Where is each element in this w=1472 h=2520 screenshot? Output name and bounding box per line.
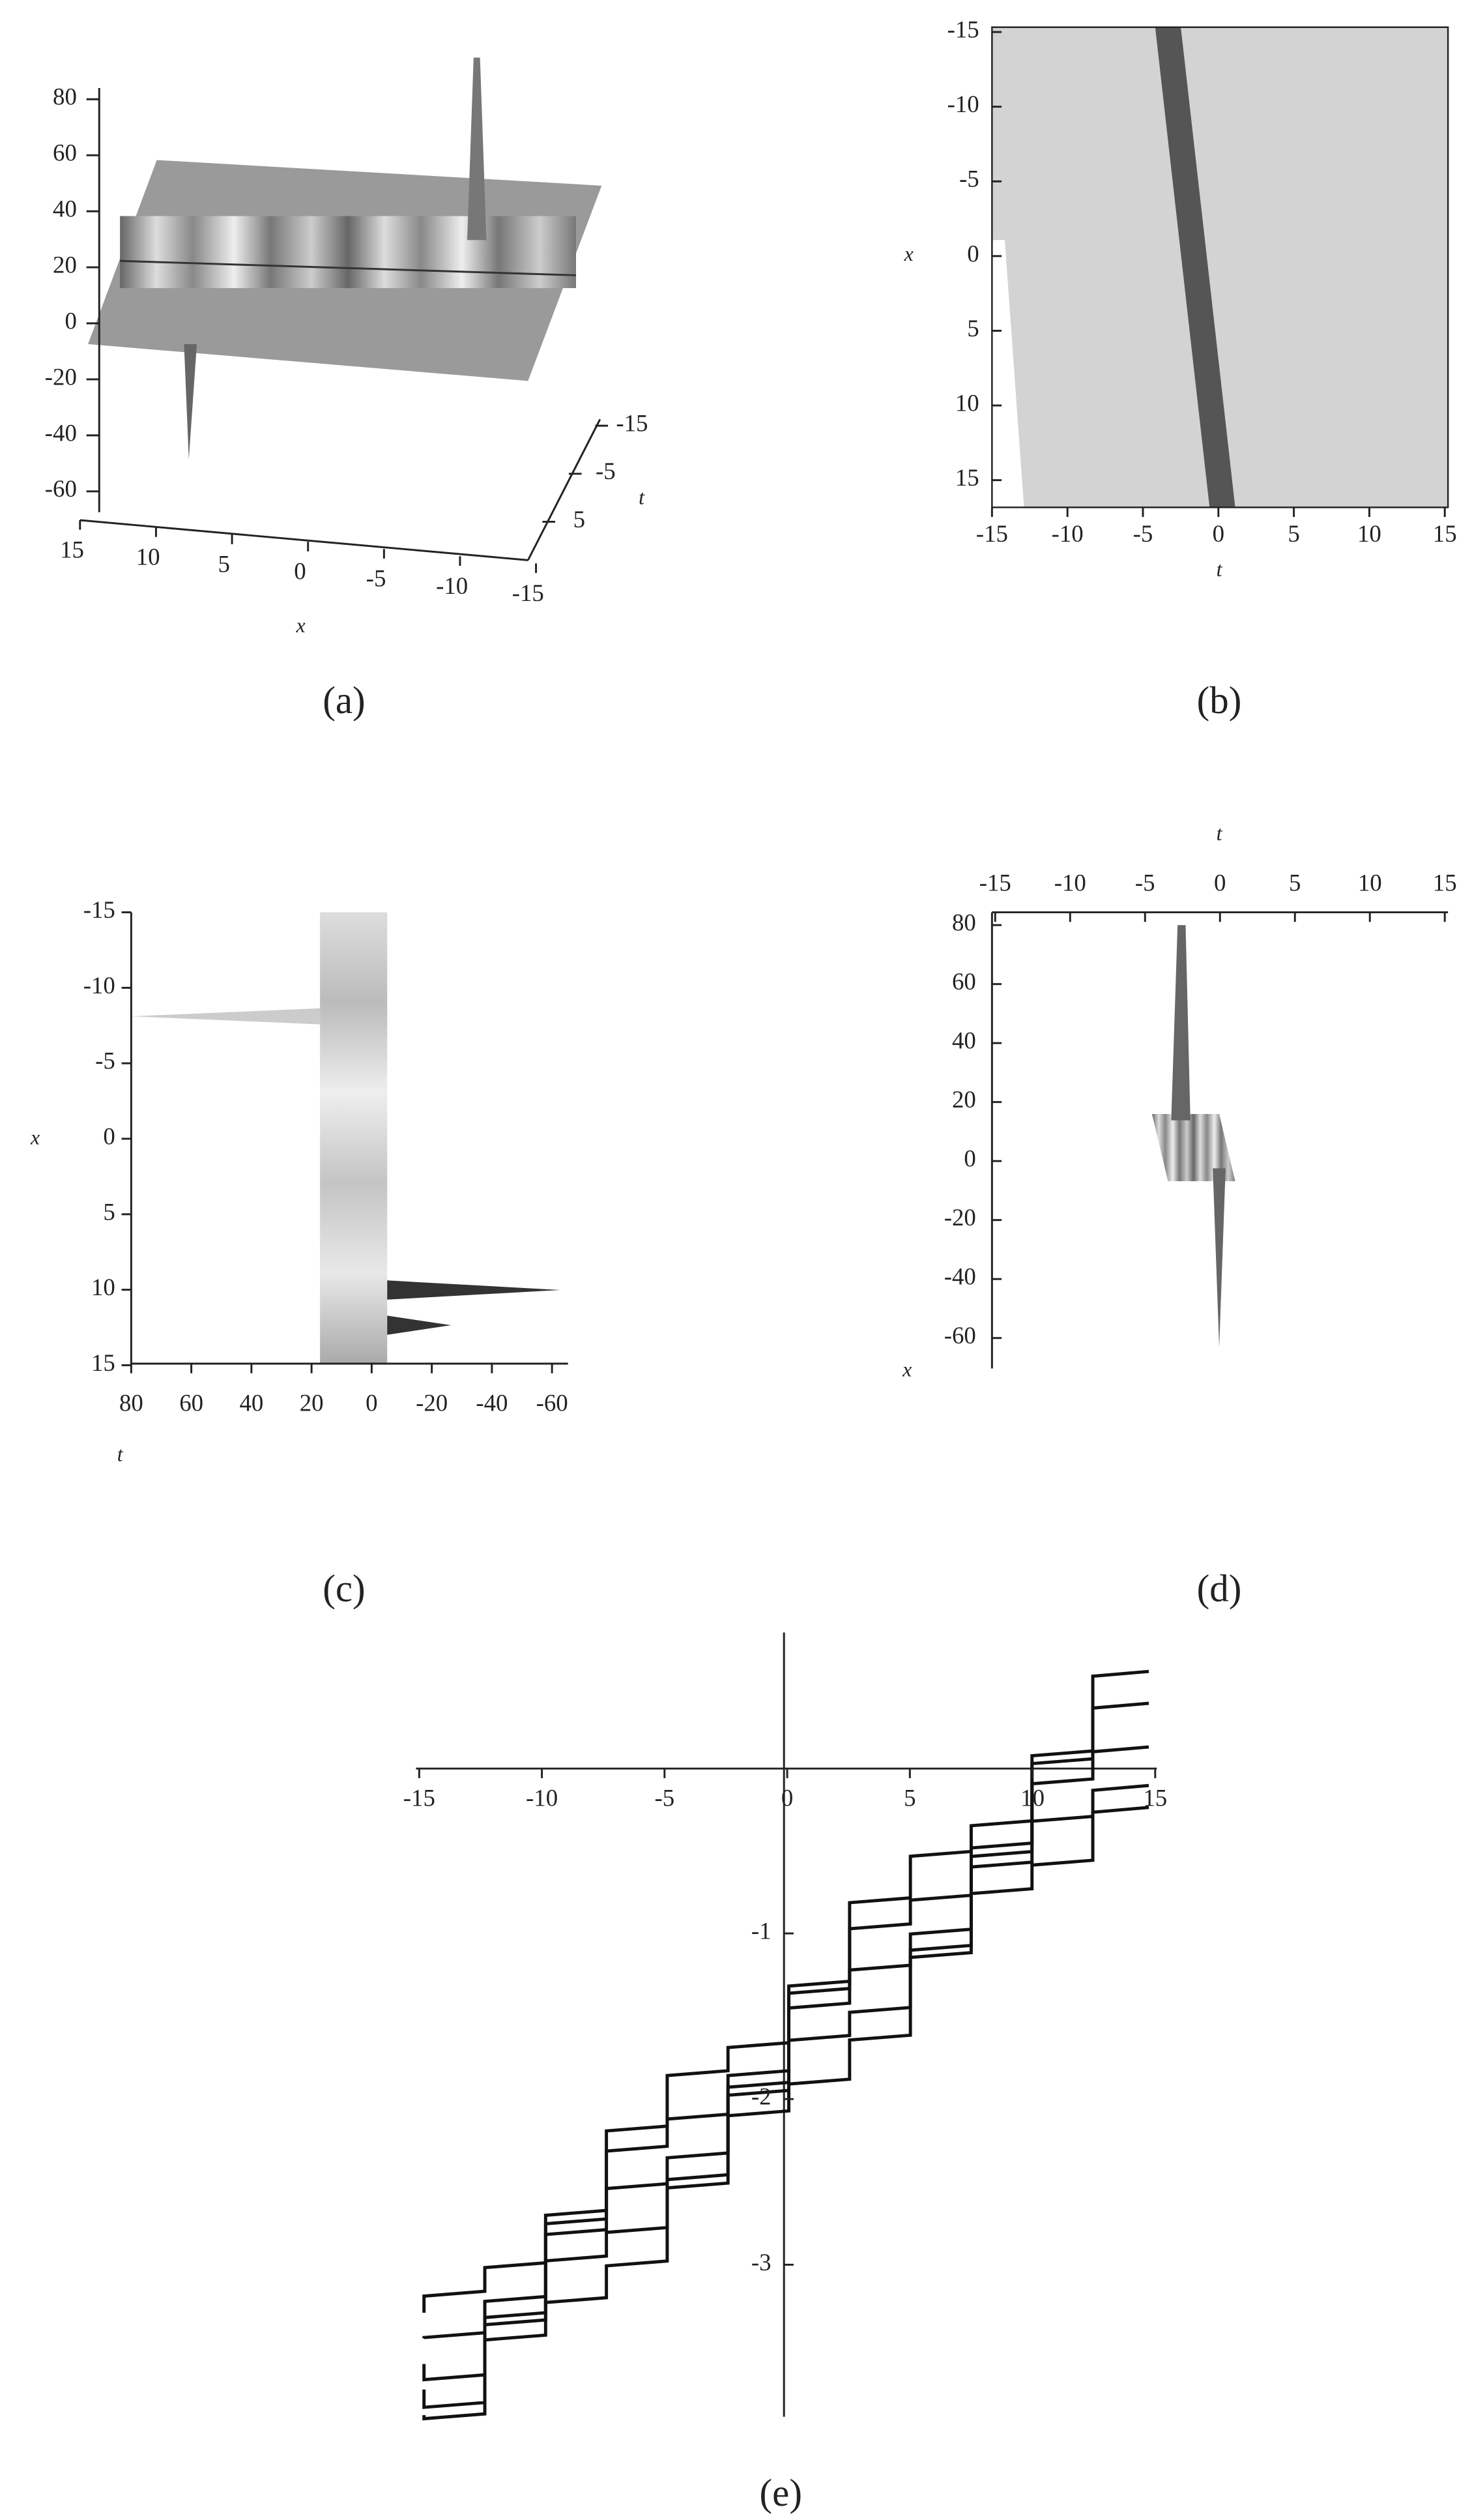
tick-label: 15	[955, 464, 979, 491]
tick-label: -60	[536, 1389, 568, 1416]
tick-label: -2	[751, 2083, 772, 2110]
axis-label: x	[902, 1358, 912, 1381]
tick-label: -60	[45, 475, 77, 502]
tick-label: -5	[1135, 869, 1155, 896]
tick-label: 0	[65, 307, 76, 334]
axis-label: x	[30, 1126, 40, 1149]
tick-label: -3	[751, 2249, 772, 2276]
tick-label: 20	[53, 252, 77, 278]
tick-label: 0	[294, 558, 306, 585]
tick-label: 5	[1288, 520, 1299, 547]
caption: (e)	[760, 2471, 802, 2514]
tick-label: -5	[95, 1048, 115, 1074]
tick-label: 0	[967, 240, 979, 267]
tick-label: 15	[1433, 869, 1457, 896]
axis-label: x	[904, 242, 914, 265]
tick-label: 0	[781, 1785, 793, 1811]
tick-label: 0	[1213, 520, 1224, 547]
tick-label: -10	[1052, 520, 1084, 547]
caption: (c)	[323, 1567, 365, 1610]
tick-label: 0	[103, 1122, 115, 1149]
tick-label: -10	[83, 972, 115, 999]
surface-c	[131, 912, 560, 1364]
tick-label: -20	[45, 363, 77, 390]
caption: (a)	[323, 679, 365, 722]
tick-label: 10	[136, 544, 160, 570]
tick-label: -15	[403, 1785, 435, 1811]
axis-label: t	[639, 486, 645, 508]
density-b	[991, 26, 1449, 508]
tick-label: 80	[119, 1389, 143, 1416]
tick-label: 60	[952, 968, 976, 995]
tick-label: -10	[526, 1785, 558, 1811]
tick-label: -5	[596, 458, 616, 484]
tick-label: 5	[904, 1785, 916, 1811]
surface-a	[88, 57, 602, 460]
tick-label: 60	[179, 1389, 203, 1416]
tick-label: 5	[1289, 869, 1301, 896]
tick-label: 80	[952, 909, 976, 936]
tick-label: 5	[218, 551, 230, 578]
axis	[79, 519, 528, 561]
tick-label: 10	[1358, 869, 1382, 896]
tick-label: 15	[1143, 1785, 1167, 1811]
surface-d	[1151, 925, 1235, 1348]
tick-label: 80	[53, 83, 77, 110]
tick-label: 20	[300, 1389, 324, 1416]
tick-label: 40	[952, 1027, 976, 1054]
tick-label: -15	[83, 896, 115, 923]
curves-e	[422, 1669, 1149, 2421]
tick-label: 15	[1433, 520, 1457, 547]
tick-label: -40	[944, 1263, 976, 1290]
axis-label: x	[296, 614, 306, 637]
tick-label: -5	[654, 1785, 674, 1811]
tick-label: -1	[751, 1918, 772, 1944]
tick-label: 10	[91, 1274, 115, 1300]
tick-label: 10	[1020, 1785, 1045, 1811]
caption: (b)	[1197, 679, 1242, 722]
axis	[527, 418, 601, 561]
tick-label: 10	[1357, 520, 1381, 547]
tick-label: -10	[436, 572, 468, 599]
tick-label: -10	[947, 91, 979, 117]
tick-label: -20	[416, 1389, 448, 1416]
tick-label: 60	[53, 139, 77, 166]
tick-label: -15	[512, 579, 544, 606]
tick-label: 15	[91, 1349, 115, 1376]
tick-label: 5	[967, 315, 979, 342]
tick-label: 40	[53, 196, 77, 222]
caption: (d)	[1197, 1567, 1242, 1610]
tick-label: -40	[476, 1389, 508, 1416]
tick-label: -5	[959, 166, 979, 192]
tick-label: 5	[103, 1198, 115, 1225]
tick-label: 0	[366, 1389, 377, 1416]
tick-label: 10	[955, 389, 979, 416]
tick-label: 0	[964, 1145, 975, 1172]
tick-label: -15	[976, 520, 1008, 547]
curve	[422, 1806, 1149, 2421]
axis-label: t	[117, 1443, 124, 1466]
curve	[422, 1745, 1149, 2382]
tick-label: -15	[947, 16, 979, 43]
tick-label: -10	[1054, 869, 1086, 896]
tick-label: 15	[60, 536, 84, 563]
tick-label: -5	[1133, 520, 1153, 547]
tick-label: -15	[979, 869, 1011, 896]
tick-label: 40	[239, 1389, 263, 1416]
tick-label: 5	[573, 506, 585, 533]
tick-label: 20	[952, 1086, 976, 1113]
tick-label: 0	[1214, 869, 1226, 896]
axis-label: t	[1217, 558, 1223, 581]
tick-label: -40	[45, 419, 77, 446]
tick-label: -15	[616, 410, 648, 437]
tick-label: -5	[366, 565, 386, 592]
tick-label: -60	[944, 1322, 976, 1349]
tick-label: -20	[944, 1204, 976, 1231]
axis-label: t	[1217, 822, 1223, 845]
